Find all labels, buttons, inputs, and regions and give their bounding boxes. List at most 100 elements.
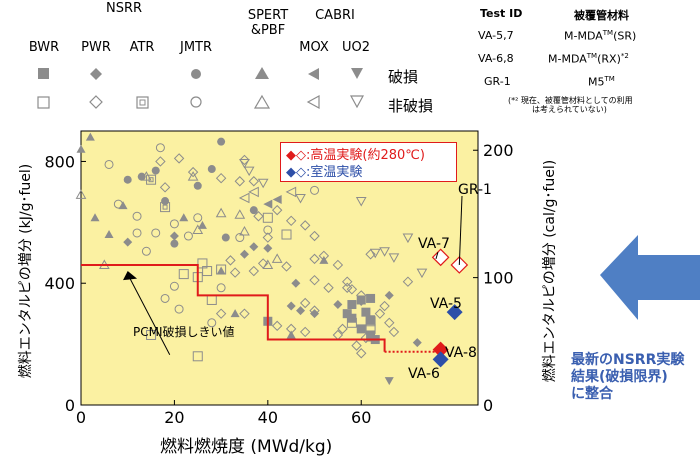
pwr-nonfailed-point bbox=[402, 276, 414, 287]
callout-line: に整合 bbox=[571, 386, 613, 402]
pwr-nonfailed-point bbox=[229, 267, 241, 278]
pwr-nonfailed-point bbox=[253, 211, 264, 222]
material-row-material: M5TM bbox=[588, 75, 615, 89]
pwr-nonfailed-point bbox=[309, 274, 320, 286]
callout-text: 最新のNSRR実験 結果(破損限界) に整合 bbox=[571, 352, 684, 403]
callout-line: 最新のNSRR実験 bbox=[571, 352, 685, 368]
callout-line: 結果(破損限界) bbox=[571, 369, 668, 385]
arrow-icon bbox=[600, 235, 700, 320]
pwr-nonfailed-point bbox=[173, 153, 185, 164]
y2-tick-label: 200 bbox=[483, 141, 514, 160]
test-point-va-6 bbox=[432, 351, 449, 368]
data-markers bbox=[75, 132, 428, 386]
y-tick-label: 400 bbox=[44, 274, 75, 293]
axes: 0 20 40 60 0 400 800 0 100 200 bbox=[44, 141, 513, 427]
bwr-nonfailed-point bbox=[192, 351, 203, 362]
jmtr-nonfailed-point bbox=[169, 219, 179, 229]
test-point-va-5 bbox=[446, 304, 463, 321]
pwr-nonfailed-point bbox=[271, 204, 283, 216]
legend-col-atr: ATR bbox=[129, 40, 155, 55]
pwr-nonfailed-point bbox=[281, 261, 292, 272]
pwr-nonfailed-point bbox=[309, 253, 320, 265]
uo2-nonfailed-point bbox=[257, 178, 269, 189]
pwr-nonfailed-point bbox=[374, 308, 386, 319]
pwr-nonfailed-point bbox=[346, 284, 358, 295]
threshold-leader-arrow bbox=[123, 271, 138, 281]
spert-pbf-failed-point bbox=[76, 144, 86, 153]
legend-spert-failed-icon bbox=[255, 67, 269, 79]
pwr-nonfailed-point bbox=[356, 348, 367, 359]
pwr-failed-point bbox=[310, 309, 320, 319]
pwr-nonfailed-point bbox=[234, 176, 246, 187]
pwr-nonfailed-point bbox=[388, 326, 400, 338]
jmtr-nonfailed-point bbox=[104, 159, 114, 169]
gr1-leader-line bbox=[458, 195, 463, 265]
spert-pbf-nonfailed-point bbox=[215, 207, 227, 218]
jmtr-nonfailed-point bbox=[235, 233, 245, 243]
material-row-id: VA-5,7 bbox=[478, 29, 514, 42]
pwr-nonfailed-point bbox=[248, 176, 260, 187]
uo2-nonfailed-point bbox=[416, 268, 428, 279]
uo2-nonfailed-point bbox=[355, 197, 367, 207]
pwr-nonfailed-point bbox=[187, 166, 199, 178]
material-footnote-line2: は考えられていない) bbox=[532, 105, 607, 114]
label-gr1: GR-1 bbox=[458, 182, 492, 198]
pwr-nonfailed-point bbox=[285, 215, 297, 227]
legend-jmtr-failed-icon bbox=[191, 69, 201, 79]
pwr-failed-point bbox=[249, 242, 259, 252]
legend-col-bwr: BWR bbox=[28, 40, 60, 55]
pwr-failed-point bbox=[123, 237, 133, 247]
jmtr-failed-point bbox=[123, 175, 132, 184]
jmtr-failed-point bbox=[170, 239, 179, 248]
jmtr-failed-point bbox=[221, 233, 230, 242]
pwr-failed-point bbox=[239, 249, 249, 259]
pwr-nonfailed-point bbox=[379, 300, 390, 312]
spert-pbf-nonfailed-point bbox=[141, 171, 152, 181]
mox-failed-point bbox=[272, 195, 282, 204]
va7-leader-line bbox=[435, 251, 439, 260]
spert-pbf-nonfailed-point bbox=[262, 259, 274, 269]
pwr-nonfailed-point bbox=[215, 172, 227, 184]
y2-tick-label: 100 bbox=[483, 269, 514, 288]
material-row-id: GR-1 bbox=[484, 75, 511, 88]
jmtr-nonfailed-point bbox=[132, 228, 142, 238]
pwr-failed-point bbox=[296, 306, 306, 316]
legend-atr-nonfailed-icon bbox=[136, 96, 149, 109]
jmtr-failed-point bbox=[249, 206, 258, 215]
jmtr-failed-point bbox=[137, 172, 146, 181]
spert-pbf-failed-point bbox=[216, 266, 226, 275]
bwr-failed-point bbox=[356, 324, 366, 334]
uo2-nonfailed-point bbox=[388, 253, 400, 263]
jmtr-nonfailed-point bbox=[160, 293, 170, 303]
uo2-nonfailed-point bbox=[402, 233, 414, 244]
bwr-nonfailed-point bbox=[281, 229, 292, 240]
mox-nonfailed-point bbox=[285, 186, 297, 198]
uo2-nonfailed-point bbox=[379, 247, 390, 257]
spert-pbf-nonfailed-point bbox=[271, 253, 283, 263]
spert-pbf-failed-point bbox=[230, 309, 240, 318]
bwr-failed-point bbox=[361, 307, 371, 317]
legend-row-nonfailed: 非破損 bbox=[388, 97, 434, 115]
pwr-nonfailed-point bbox=[309, 230, 320, 242]
jmtr-failed-point bbox=[217, 137, 226, 146]
y2-axis-title: 燃料エンタルピの増分 (cal/g･fuel) bbox=[542, 159, 558, 383]
bwr-nonfailed-point bbox=[202, 266, 213, 277]
bwr-nonfailed-point bbox=[178, 269, 189, 280]
jmtr-nonfailed-point bbox=[151, 228, 161, 238]
legend-mox-nonfailed-icon bbox=[306, 94, 320, 110]
threshold-label: PCMI破損しきい値 bbox=[133, 325, 235, 339]
jmtr-nonfailed-point bbox=[155, 143, 165, 153]
spert-pbf-failed-point bbox=[118, 201, 128, 210]
pwr-nonfailed-point bbox=[299, 297, 311, 309]
legend-bwr-nonfailed-icon bbox=[37, 96, 50, 109]
jmtr-nonfailed-point bbox=[174, 304, 184, 314]
jmtr-failed-point bbox=[161, 197, 170, 206]
spert-pbf-failed-point bbox=[85, 132, 95, 141]
pwr-nonfailed-point bbox=[248, 265, 260, 277]
spert-pbf-nonfailed-point bbox=[234, 209, 246, 219]
spert-pbf-failed-point bbox=[197, 220, 207, 229]
legend-pwr-failed-icon bbox=[90, 68, 102, 80]
label-va5: VA-5 bbox=[430, 296, 462, 312]
pwr-nonfailed-point bbox=[215, 308, 227, 319]
pwr-nonfailed-point bbox=[332, 259, 344, 271]
